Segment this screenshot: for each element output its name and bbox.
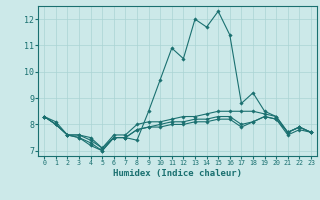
X-axis label: Humidex (Indice chaleur): Humidex (Indice chaleur) (113, 169, 242, 178)
